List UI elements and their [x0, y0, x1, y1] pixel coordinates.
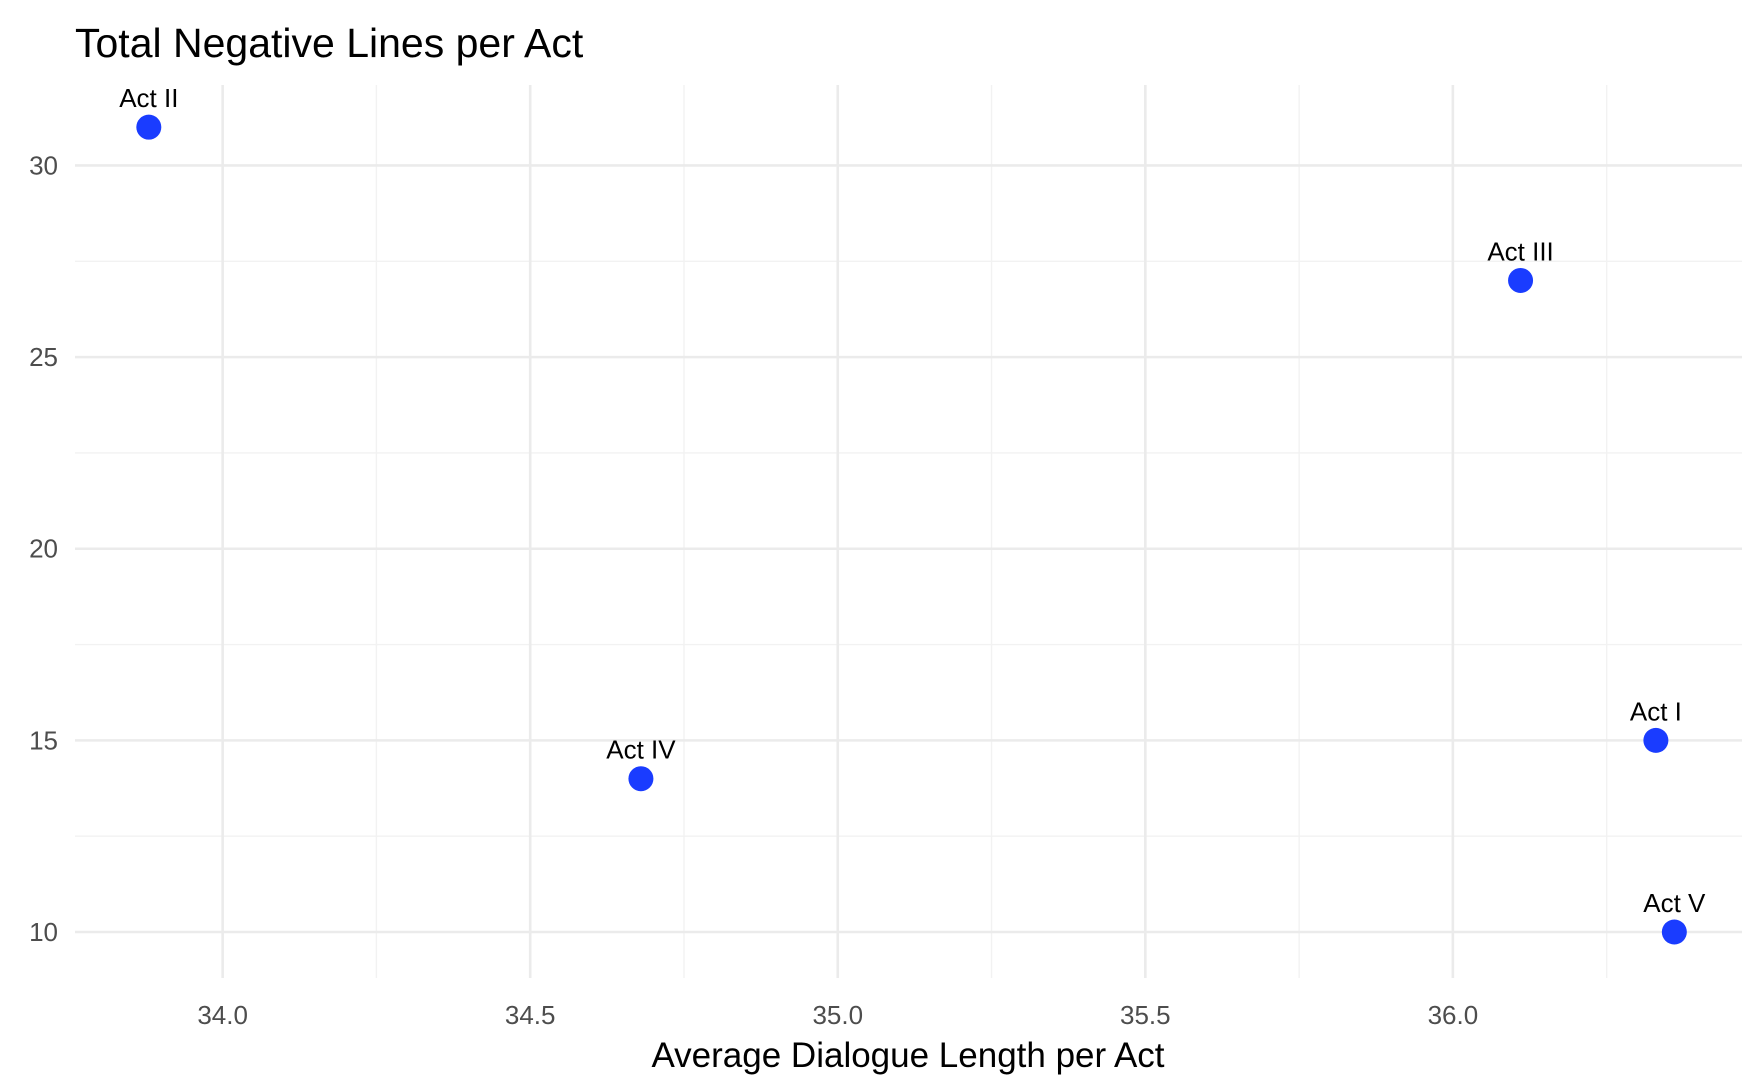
- x-tick-label: 35.5: [1120, 1000, 1171, 1030]
- data-point: [628, 766, 654, 792]
- point-labels: Act II Act III Act I Act IV Act V: [119, 83, 1706, 918]
- x-tick-label: 34.0: [197, 1000, 248, 1030]
- data-point: [1508, 267, 1534, 293]
- y-tick-label: 25: [29, 342, 58, 372]
- y-tick-label: 10: [29, 917, 58, 947]
- x-axis-title: Average Dialogue Length per Act: [651, 1036, 1164, 1075]
- major-gridlines: [75, 85, 1742, 978]
- point-label: Act II: [119, 83, 178, 113]
- chart-title: Total Negative Lines per Act: [75, 20, 584, 66]
- point-label: Act III: [1487, 236, 1553, 266]
- data-point: [136, 114, 162, 140]
- y-tick-label: 15: [29, 725, 58, 755]
- point-label: Act V: [1643, 888, 1706, 918]
- x-tick-label: 34.5: [505, 1000, 556, 1030]
- x-axis-ticks: 34.0 34.5 35.0 35.5 36.0: [197, 1000, 1478, 1030]
- y-tick-label: 20: [29, 534, 58, 564]
- point-label: Act I: [1630, 696, 1682, 726]
- y-axis-ticks: 10 15 20 25 30: [29, 150, 58, 947]
- data-point: [1643, 727, 1669, 753]
- x-tick-label: 36.0: [1428, 1000, 1479, 1030]
- x-tick-label: 35.0: [812, 1000, 863, 1030]
- data-point: [1661, 919, 1687, 945]
- y-tick-label: 30: [29, 150, 58, 180]
- data-points: [136, 114, 1687, 945]
- point-label: Act IV: [606, 735, 676, 765]
- minor-gridlines: [75, 85, 1742, 978]
